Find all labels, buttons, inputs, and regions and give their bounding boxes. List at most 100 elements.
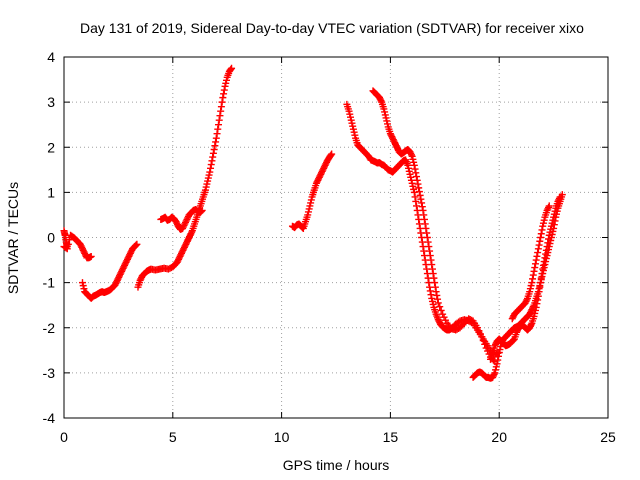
data-point	[421, 220, 429, 228]
data-point	[494, 356, 502, 364]
data-point	[536, 237, 544, 245]
data-point	[479, 337, 487, 345]
data-point	[407, 151, 415, 159]
data-point	[416, 191, 424, 199]
data-point	[538, 270, 546, 278]
chart-title: Day 131 of 2019, Sidereal Day-to-day VTE…	[80, 20, 584, 36]
data-point	[214, 125, 222, 133]
data-point	[377, 97, 385, 105]
data-point	[427, 291, 435, 299]
data-point	[213, 130, 221, 138]
data-point	[413, 176, 421, 184]
data-point	[541, 254, 549, 262]
data-point	[413, 202, 421, 210]
data-point	[414, 180, 422, 188]
data-point	[527, 321, 535, 329]
data-point	[433, 291, 441, 299]
data-point	[211, 142, 219, 150]
data-point	[418, 203, 426, 211]
y-tick-label: 2	[47, 139, 55, 155]
data-point	[415, 184, 423, 192]
data-point	[534, 296, 542, 304]
data-point	[210, 146, 218, 154]
data-point	[426, 252, 434, 260]
data-point	[556, 193, 564, 201]
data-point	[410, 161, 418, 169]
data-point	[430, 274, 438, 282]
series-arc-5	[288, 150, 336, 232]
data-point	[478, 333, 486, 341]
data-point	[411, 193, 419, 201]
data-point	[429, 270, 437, 278]
data-point	[531, 264, 539, 272]
data-point	[227, 65, 235, 73]
series-arc-2	[78, 240, 141, 302]
data-point	[534, 292, 542, 300]
data-point	[299, 224, 307, 232]
data-point	[420, 215, 428, 223]
data-point	[431, 283, 439, 291]
data-point	[419, 206, 427, 214]
data-point	[481, 340, 489, 348]
y-tick-label: 0	[47, 230, 55, 246]
x-tick-label: 25	[600, 429, 616, 445]
data-point	[427, 256, 435, 264]
data-point	[529, 275, 537, 283]
data-point	[426, 247, 434, 255]
y-tick-label: 1	[47, 184, 55, 200]
data-point	[493, 360, 501, 368]
data-point	[411, 165, 419, 173]
data-point	[528, 279, 536, 287]
data-point	[131, 242, 139, 250]
data-point	[537, 274, 545, 282]
data-point	[214, 121, 222, 129]
series-arc-6	[343, 100, 503, 359]
data-point	[209, 149, 217, 157]
data-point	[431, 279, 439, 287]
data-point	[531, 260, 539, 268]
data-point	[328, 150, 336, 158]
data-point	[197, 207, 205, 215]
data-point	[218, 98, 226, 106]
grid-lines	[64, 57, 608, 418]
data-point	[410, 188, 418, 196]
data-point	[555, 194, 563, 202]
series-arc-1b	[60, 227, 71, 251]
data-point	[490, 370, 498, 378]
data-point	[418, 199, 426, 207]
data-point	[536, 283, 544, 291]
data-point	[534, 245, 542, 253]
data-point	[537, 230, 545, 238]
data-point	[535, 241, 543, 249]
data-point	[415, 188, 423, 196]
series-arc-7	[369, 87, 499, 366]
x-tick-labels: 0 5 10 15 20 25	[60, 429, 616, 445]
data-point	[63, 243, 71, 251]
data-point	[545, 202, 553, 210]
data-point	[530, 267, 538, 275]
data-point	[412, 197, 420, 205]
x-axis-title: GPS time / hours	[283, 457, 390, 473]
data-point	[413, 173, 421, 181]
data-point	[412, 169, 420, 177]
data-point	[540, 258, 548, 266]
data-point	[545, 203, 553, 211]
data-point	[533, 252, 541, 260]
data-point	[206, 168, 214, 176]
data-point	[87, 252, 95, 260]
data-point	[542, 250, 550, 258]
data-point	[207, 164, 215, 172]
data-point	[423, 229, 431, 237]
series-arc-9	[486, 193, 564, 363]
data-point	[424, 238, 432, 246]
data-point	[217, 107, 225, 115]
data-point	[420, 211, 428, 219]
data-point	[545, 235, 553, 243]
data-point	[509, 337, 517, 345]
y-tick-label: -1	[43, 275, 56, 291]
data-point	[432, 288, 440, 296]
data-point	[428, 261, 436, 269]
data-point	[207, 161, 215, 169]
y-tick-label: -3	[43, 365, 56, 381]
y-axis-title: SDTVAR / TECUs	[5, 182, 21, 294]
